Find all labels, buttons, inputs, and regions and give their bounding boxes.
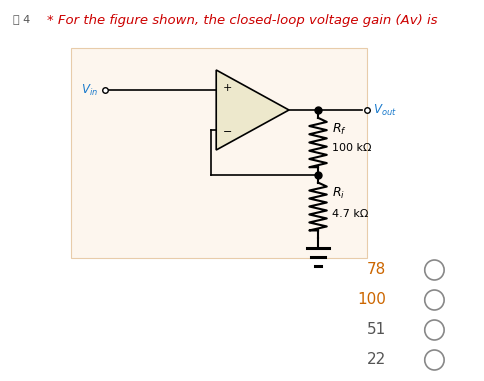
Text: $V_{in}$: $V_{in}$: [81, 82, 98, 98]
Text: −: −: [223, 127, 232, 137]
Polygon shape: [216, 70, 288, 150]
Text: $R_i$: $R_i$: [331, 186, 344, 202]
Text: $R_f$: $R_f$: [331, 122, 346, 137]
Text: 51: 51: [366, 322, 385, 338]
Text: +: +: [223, 83, 232, 93]
Text: 78: 78: [366, 263, 385, 277]
Text: 4.7 kΩ: 4.7 kΩ: [331, 209, 367, 219]
Text: 100: 100: [356, 293, 385, 307]
Text: $V_{out}$: $V_{out}$: [373, 102, 396, 118]
FancyBboxPatch shape: [71, 48, 366, 258]
Text: 100 kΩ: 100 kΩ: [331, 143, 370, 153]
Text: * For the figure shown, the closed-loop voltage gain (Av) is: * For the figure shown, the closed-loop …: [47, 14, 437, 27]
Text: 22: 22: [366, 352, 385, 368]
Text: 摊 4: 摊 4: [13, 14, 30, 24]
